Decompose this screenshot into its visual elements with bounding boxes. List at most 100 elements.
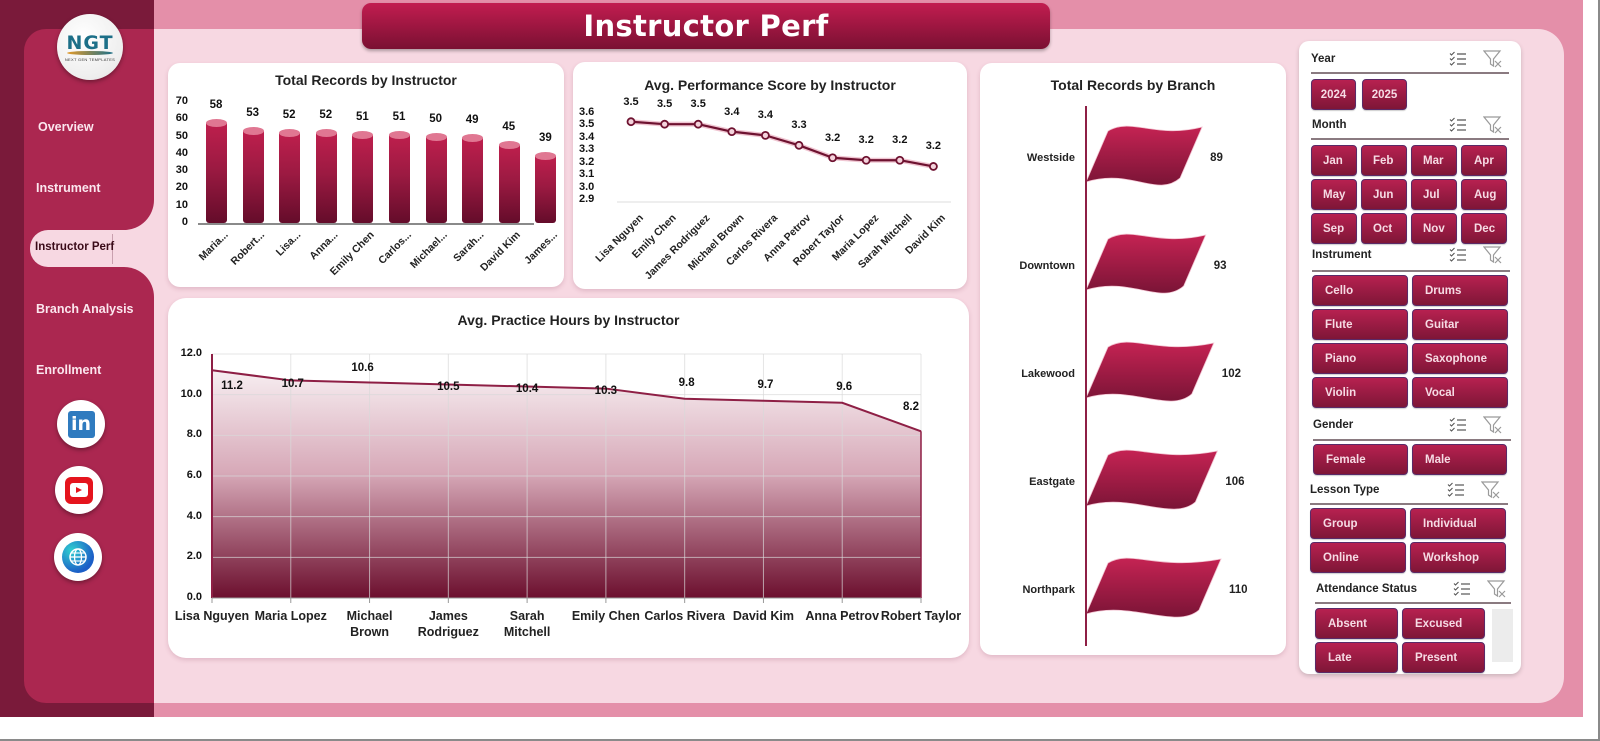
multi-select-icon[interactable] (1453, 581, 1471, 597)
slicer-item-instrument-cello[interactable]: Cello (1312, 275, 1408, 306)
chart-title: Total Records by Branch (1050, 77, 1216, 93)
clear-filter-icon[interactable] (1486, 580, 1507, 598)
multi-select-icon[interactable] (1449, 417, 1467, 433)
slicer-scrollbar[interactable] (1492, 609, 1513, 662)
y-tick: 3.3 (579, 143, 595, 156)
data-label: 39 (538, 131, 552, 144)
slicer-item-instrument-piano[interactable]: Piano (1312, 343, 1408, 374)
x-tick-line: Brown (350, 625, 389, 639)
bar[interactable] (279, 129, 301, 223)
youtube-icon (65, 476, 93, 504)
clear-filter-icon[interactable] (1480, 481, 1501, 499)
multi-select-icon[interactable] (1449, 51, 1467, 67)
slicer-item-lesson-type-online[interactable]: Online (1310, 542, 1406, 573)
multi-select-icon[interactable] (1447, 482, 1465, 498)
slicer-item-instrument-flute[interactable]: Flute (1312, 309, 1408, 340)
bar[interactable] (206, 118, 227, 223)
slicer-item-month-jul[interactable]: Jul (1411, 179, 1457, 210)
y-tick: 0.0 (186, 591, 202, 603)
data-label: 8.2 (903, 401, 919, 414)
data-label: 50 (429, 112, 442, 125)
clear-filter-icon[interactable] (1482, 50, 1503, 68)
slicer-header-month: Month (1312, 119, 1347, 131)
x-tick: James... (522, 229, 560, 267)
slicer-header-gender: Gender (1313, 419, 1354, 431)
multi-select-icon[interactable] (1449, 247, 1467, 263)
x-tick-line: David Kim (732, 609, 794, 623)
slicer-panel: Year 2024 2025 Month Jan Feb Mar Apr May Jun Jul Au… (1299, 41, 1521, 674)
slicer-item-year-2024[interactable]: 2024 (1311, 79, 1356, 110)
logo-subtitle: NEXT GEN TEMPLATES (64, 57, 116, 62)
slicer-divider (1315, 602, 1511, 604)
bar[interactable] (389, 130, 410, 223)
nav-divider (112, 234, 113, 264)
slicer-item-attendance-status-late[interactable]: Late (1315, 642, 1398, 673)
data-label: 3.3 (791, 119, 807, 132)
data-label: 49 (465, 114, 479, 127)
slicer-item-lesson-type-individual[interactable]: Individual (1410, 508, 1506, 539)
globe-icon (62, 541, 94, 573)
x-tick: Michael Brown (325, 608, 415, 640)
data-label: 10.6 (351, 362, 374, 375)
y-tick: Lakewood (1021, 368, 1075, 380)
youtube-button[interactable] (55, 466, 103, 514)
slicer-item-month-aug[interactable]: Aug (1461, 179, 1507, 210)
website-button[interactable] (54, 533, 102, 581)
y-tick: 3.0 (579, 180, 595, 193)
linkedin-button[interactable]: in (57, 400, 105, 448)
slicer-item-instrument-guitar[interactable]: Guitar (1412, 309, 1508, 340)
bar[interactable] (498, 141, 520, 223)
bar[interactable] (535, 151, 557, 223)
slicer-item-month-jan[interactable]: Jan (1311, 145, 1357, 176)
slicer-item-attendance-status-excused[interactable]: Excused (1402, 608, 1485, 639)
slicer-item-instrument-drums[interactable]: Drums (1412, 275, 1508, 306)
sidebar-item-branch-analysis[interactable]: Branch Analysis (36, 302, 134, 316)
bar[interactable] (425, 132, 447, 223)
slicer-item-month-dec[interactable]: Dec (1461, 213, 1507, 244)
slicer-item-lesson-type-workshop[interactable]: Workshop (1410, 542, 1506, 573)
slicer-item-instrument-vocal[interactable]: Vocal (1412, 377, 1508, 408)
slicer-divider (1313, 439, 1511, 441)
slicer-item-month-nov[interactable]: Nov (1411, 213, 1457, 244)
y-tick: Northpark (1022, 584, 1075, 596)
sidebar-item-instrument[interactable]: Instrument (36, 181, 101, 195)
slicer-divider (1310, 503, 1508, 505)
slicer-item-instrument-saxophone[interactable]: Saxophone (1412, 343, 1508, 374)
bar[interactable] (315, 129, 337, 223)
bar[interactable] (242, 127, 264, 223)
page-title: Instructor Perf (583, 9, 829, 43)
clear-filter-icon[interactable] (1482, 416, 1503, 434)
slicer-divider (1311, 72, 1509, 74)
y-tick: 6.0 (186, 469, 202, 481)
slicer-item-month-may[interactable]: May (1311, 179, 1357, 210)
sidebar-item-instructor-perf-bg[interactable] (30, 230, 154, 267)
slicer-item-month-sep[interactable]: Sep (1311, 213, 1357, 244)
clear-filter-icon[interactable] (1482, 116, 1503, 134)
x-tick: David Kim (718, 608, 808, 624)
slicer-item-year-2025[interactable]: 2025 (1362, 79, 1407, 110)
slicer-item-gender-male[interactable]: Male (1412, 444, 1507, 475)
data-label: 9.6 (836, 380, 853, 393)
slicer-item-month-oct[interactable]: Oct (1361, 213, 1407, 244)
slicer-item-gender-female[interactable]: Female (1313, 444, 1408, 475)
data-label: 3.2 (892, 134, 908, 147)
slicer-item-month-apr[interactable]: Apr (1461, 145, 1507, 176)
slicer-item-lesson-type-group[interactable]: Group (1310, 508, 1406, 539)
sidebar-item-instructor-perf[interactable]: Instructor Perf (35, 241, 115, 253)
slicer-item-month-feb[interactable]: Feb (1361, 145, 1407, 176)
x-tick-line: Rodriguez (417, 625, 479, 639)
slicer-item-month-jun[interactable]: Jun (1361, 179, 1407, 210)
multi-select-icon[interactable] (1449, 117, 1467, 133)
slicer-item-instrument-violin[interactable]: Violin (1312, 377, 1408, 408)
bar[interactable] (462, 134, 484, 223)
slicer-item-month-mar[interactable]: Mar (1411, 145, 1457, 176)
y-axis-line (1085, 106, 1087, 646)
slicer-item-attendance-status-absent[interactable]: Absent (1315, 608, 1398, 639)
sidebar-item-overview[interactable]: Overview (38, 120, 94, 134)
slicer-item-attendance-status-present[interactable]: Present (1402, 642, 1485, 673)
sidebar-item-enrollment[interactable]: Enrollment (36, 363, 102, 377)
clear-filter-icon[interactable] (1482, 246, 1503, 264)
data-label: 3.2 (824, 131, 841, 144)
bar[interactable] (352, 130, 374, 223)
